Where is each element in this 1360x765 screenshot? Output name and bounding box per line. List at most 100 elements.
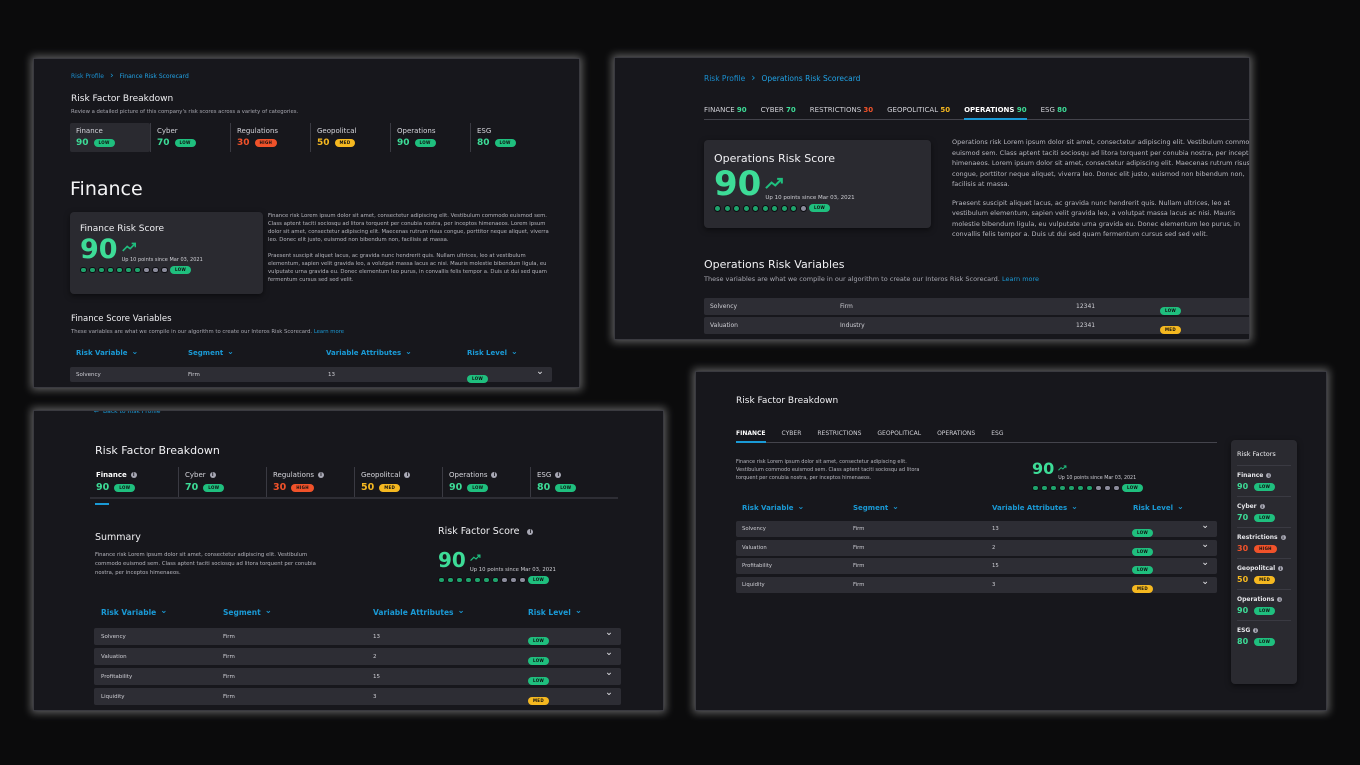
expand-row-chevron-icon[interactable]: ⌄ xyxy=(536,366,544,377)
table-row[interactable]: Profitability Firm 15 LOW ⌄ xyxy=(736,557,1217,574)
variables-subtitle-text: These variables are what we compile in o… xyxy=(704,275,1000,283)
tab-cyber[interactable]: CYBER 70 xyxy=(761,106,796,119)
tab-operations[interactable]: OPERATIONS xyxy=(937,430,975,442)
column-header-sort[interactable]: Risk Level ⌄ xyxy=(1133,502,1184,513)
risk-factor-score: 90 xyxy=(76,138,89,148)
chevron-down-icon: ⌄ xyxy=(892,501,899,511)
risk-factor-finance[interactable]: Finance 90 LOW xyxy=(70,123,150,152)
risk-factor-geopolitcal[interactable]: Geopolitcal i 50 MED xyxy=(354,467,442,497)
expand-row-chevron-icon[interactable]: ⌄ xyxy=(1201,575,1209,587)
risk-factor-value: 80 LOW xyxy=(477,138,544,148)
info-icon[interactable]: i xyxy=(1266,473,1272,478)
risk-level-badge: HIGH xyxy=(1254,544,1277,553)
column-header-sort[interactable]: Risk Level ⌄ xyxy=(467,347,518,358)
column-header-sort[interactable]: Risk Variable ⌄ xyxy=(76,347,138,358)
info-icon[interactable]: i xyxy=(318,472,325,478)
learn-more-link[interactable]: Learn more xyxy=(313,328,345,335)
expand-row-chevron-icon[interactable]: ⌄ xyxy=(1201,538,1209,550)
risk-factor-value: 30 HIGH xyxy=(237,138,304,148)
table-row[interactable]: Valuation Firm 2 LOW ⌄ xyxy=(94,647,621,665)
column-header-sort[interactable]: Variable Attributes ⌄ xyxy=(992,502,1078,513)
sidebar-factor-esg[interactable]: ESG i 80 LOW xyxy=(1237,621,1291,651)
info-icon[interactable]: i xyxy=(1259,504,1265,509)
risk-factor-regulations[interactable]: Regulations i 30 HIGH xyxy=(266,467,354,497)
sidebar-factor-label: Cyber i xyxy=(1237,503,1291,510)
breadcrumb-risk-profile-link[interactable]: Risk Profile xyxy=(704,73,746,83)
table-row[interactable]: Valuation Firm 2 LOW ⌄ xyxy=(736,538,1217,556)
risk-factor-cyber[interactable]: Cyber i 70 LOW xyxy=(178,467,266,497)
table-row[interactable]: Solvency Firm 13 LOW ⌄ xyxy=(94,627,621,645)
info-icon[interactable]: i xyxy=(130,472,137,478)
score-row: 90 Up 10 points since Mar 03, 2021 xyxy=(1032,456,1143,481)
sidebar-factor-restrictions[interactable]: Restrictions i 30 HIGH xyxy=(1237,528,1291,559)
score-card-title: Operations Risk Score xyxy=(714,152,836,165)
tab-finance[interactable]: FINANCE xyxy=(736,430,766,443)
expand-row-chevron-icon[interactable]: ⌄ xyxy=(605,667,613,678)
score-dots: LOW xyxy=(714,204,921,212)
info-icon[interactable]: i xyxy=(1278,566,1284,571)
info-icon[interactable]: i xyxy=(209,472,216,478)
info-icon[interactable]: i xyxy=(1277,597,1283,602)
table-row[interactable]: Solvency Firm 13 LOW ⌄ xyxy=(70,366,552,383)
sidebar-factor-operations[interactable]: Operations i 90 LOW xyxy=(1237,590,1291,621)
tab-restrictions[interactable]: RESTRICTIONS 30 xyxy=(810,106,873,119)
info-icon[interactable]: i xyxy=(527,528,534,535)
back-to-risk-profile-link[interactable]: ← Back to Risk Profile xyxy=(94,411,160,415)
table-row[interactable]: Solvency Firm 12341 LOW xyxy=(704,298,1249,315)
tab-geopolitical[interactable]: GEOPOLITICAL 50 xyxy=(887,106,950,119)
info-icon[interactable]: i xyxy=(404,472,411,478)
risk-factor-esg[interactable]: ESG i 80 LOW xyxy=(530,467,618,497)
tab-cyber[interactable]: CYBER xyxy=(782,430,802,442)
tab-restrictions[interactable]: RESTRICTIONS xyxy=(817,430,861,442)
risk-factor-finance[interactable]: Finance i 90 LOW xyxy=(90,467,178,497)
column-header-sort[interactable]: Risk Variable ⌄ xyxy=(742,502,804,513)
risk-factor-list: Finance 90 LOW Cyber 70 LOW Regulations 30 HIGH G… xyxy=(70,123,550,152)
table-row[interactable]: Valuation Industry 12341 MED xyxy=(704,317,1249,334)
tab-operations[interactable]: OPERATIONS 90 xyxy=(964,106,1027,120)
column-header-sort[interactable]: Segment ⌄ xyxy=(223,606,272,618)
risk-factor-esg[interactable]: ESG 80 LOW xyxy=(470,123,550,152)
cell-variable: Solvency xyxy=(101,633,126,640)
tab-geopolitical[interactable]: GEOPOLITICAL xyxy=(877,430,921,442)
sidebar-factor-name: ESG xyxy=(1237,627,1251,634)
expand-row-chevron-icon[interactable]: ⌄ xyxy=(605,647,613,658)
expand-row-chevron-icon[interactable]: ⌄ xyxy=(1201,557,1209,568)
info-icon[interactable]: i xyxy=(491,472,498,478)
column-header-sort[interactable]: Risk Variable ⌄ xyxy=(101,606,167,618)
column-header-sort[interactable]: Variable Attributes ⌄ xyxy=(373,606,465,618)
breadcrumb-risk-profile-link[interactable]: Risk Profile xyxy=(71,72,104,80)
tab-finance[interactable]: FINANCE 90 xyxy=(704,106,747,119)
expand-row-chevron-icon[interactable]: ⌄ xyxy=(605,687,613,698)
risk-factor-name: Finance xyxy=(76,127,103,135)
column-header-sort[interactable]: Variable Attributes ⌄ xyxy=(326,347,412,358)
learn-more-link[interactable]: Learn more xyxy=(1001,275,1040,283)
expand-row-chevron-icon[interactable]: ⌄ xyxy=(1201,520,1209,531)
sidebar-factor-finance[interactable]: Finance i 90 LOW xyxy=(1237,466,1291,497)
expand-row-chevron-icon[interactable]: ⌄ xyxy=(605,627,613,638)
table-row[interactable]: Liquidity Firm 3 MED ⌄ xyxy=(94,687,621,705)
column-header-sort[interactable]: Segment ⌄ xyxy=(188,347,234,358)
risk-factor-operations[interactable]: Operations 90 LOW xyxy=(390,123,470,152)
cell-attributes: 13 xyxy=(328,371,335,378)
sidebar-factor-geopolitcal[interactable]: Geopolitcal i 50 MED xyxy=(1237,559,1291,590)
risk-level-badge: LOW xyxy=(93,139,115,147)
risk-factor-geopolitcal[interactable]: Geopolitcal 50 MED xyxy=(310,123,390,152)
score-dot-filled xyxy=(1041,484,1048,492)
info-icon[interactable]: i xyxy=(1253,628,1259,633)
info-icon[interactable]: i xyxy=(555,472,562,478)
table-row[interactable]: Liquidity Firm 3 MED ⌄ xyxy=(736,575,1217,593)
sidebar-factor-cyber[interactable]: Cyber i 70 LOW xyxy=(1237,497,1291,528)
tab-esg[interactable]: ESG 80 xyxy=(1041,106,1067,119)
risk-factor-operations[interactable]: Operations i 90 LOW xyxy=(442,467,530,497)
risk-factor-cyber[interactable]: Cyber 70 LOW xyxy=(150,123,230,152)
risk-factors-sidebar: Risk Factors Finance i 90 LOW Cyber i 70 LOW Rest… xyxy=(1231,440,1297,684)
tab-esg[interactable]: ESG xyxy=(991,430,1003,442)
column-header-sort[interactable]: Risk Level ⌄ xyxy=(528,606,582,618)
score-dot-filled xyxy=(80,266,87,274)
sidebar-factor-label: Operations i xyxy=(1237,596,1291,603)
table-row[interactable]: Profitability Firm 15 LOW ⌄ xyxy=(94,667,621,685)
risk-factor-regulations[interactable]: Regulations 30 HIGH xyxy=(230,123,310,152)
info-icon[interactable]: i xyxy=(1280,535,1286,540)
column-header-sort[interactable]: Segment ⌄ xyxy=(853,501,899,513)
table-row[interactable]: Solvency Firm 13 LOW ⌄ xyxy=(736,520,1217,537)
